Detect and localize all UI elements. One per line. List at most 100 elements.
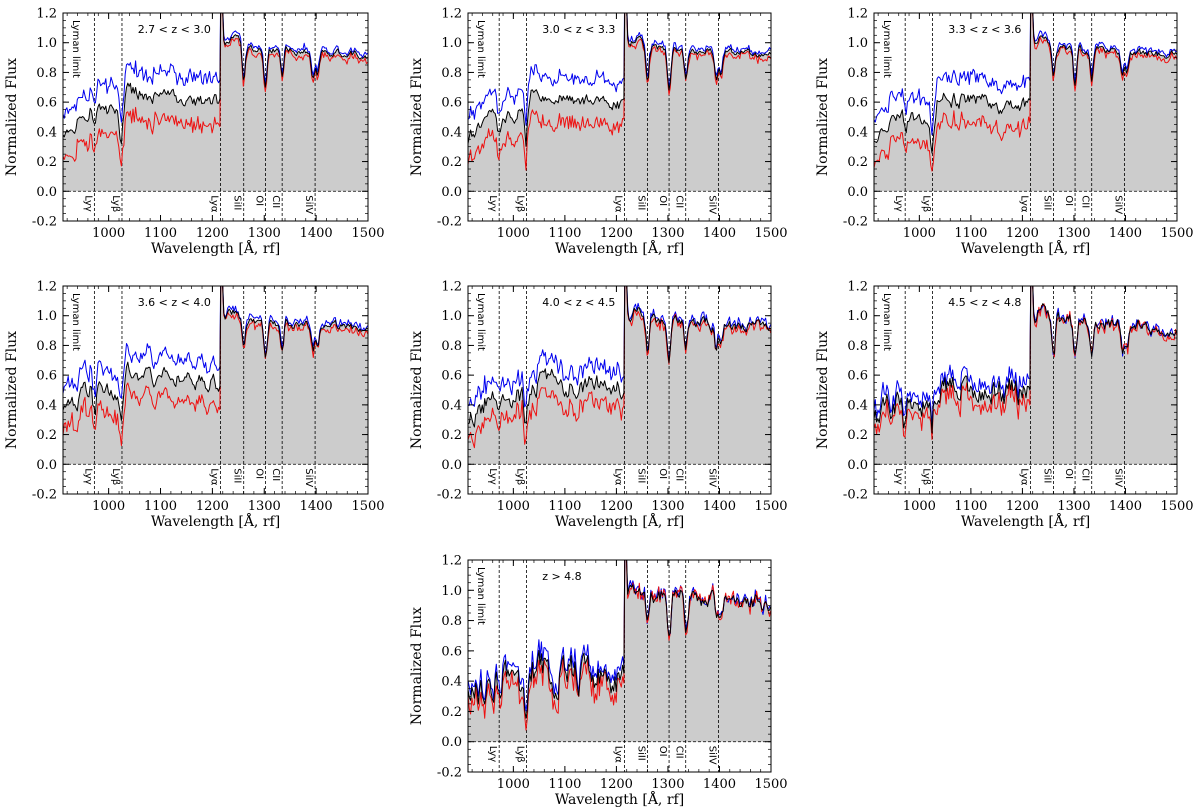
y-tick-label: 0.4 bbox=[441, 125, 462, 140]
y-tick-label: 0.8 bbox=[441, 339, 462, 354]
y-tick-label: 0.0 bbox=[441, 735, 462, 750]
y-tick-label: 0.2 bbox=[441, 428, 462, 443]
y-tick-label: 0.6 bbox=[441, 369, 462, 384]
reference-line-label: SiIV bbox=[303, 195, 314, 214]
reference-line-label: Lyman limit bbox=[881, 293, 892, 351]
y-tick-label: -0.2 bbox=[437, 766, 462, 781]
reference-line-label: SiIV bbox=[706, 746, 717, 765]
x-tick-label: 1200 bbox=[600, 499, 633, 514]
reference-line-label: OI bbox=[657, 468, 668, 479]
series-median-line bbox=[874, 13, 1177, 154]
y-axis-title: Normalized Flux bbox=[409, 331, 425, 449]
y-tick-label: 0.8 bbox=[441, 614, 462, 629]
y-tick-label: -0.2 bbox=[437, 215, 462, 230]
reference-line-label: Lyβ bbox=[515, 195, 526, 212]
y-axis-title: Normalized Flux bbox=[815, 58, 831, 176]
y-tick-label: 0.2 bbox=[847, 155, 868, 170]
x-tick-label: 1400 bbox=[300, 499, 333, 514]
reference-line-label: Lyγ bbox=[487, 195, 498, 212]
y-tick-label: 0.0 bbox=[36, 185, 57, 200]
x-tick-label: 1000 bbox=[497, 499, 530, 514]
x-tick-label: 1000 bbox=[497, 226, 530, 241]
y-tick-label: 0.4 bbox=[847, 125, 868, 140]
x-tick-label: 1100 bbox=[548, 777, 581, 792]
y-tick-label: 0.8 bbox=[441, 66, 462, 81]
reference-line-label: Lyβ bbox=[921, 468, 932, 485]
y-tick-label: -0.2 bbox=[32, 215, 57, 230]
x-tick-label: 1200 bbox=[196, 226, 229, 241]
series-upper-line bbox=[468, 286, 771, 408]
reference-line-label: Lyman limit bbox=[70, 20, 81, 78]
y-tick-label: 0.8 bbox=[36, 339, 57, 354]
x-axis-title: Wavelength [Å, rf] bbox=[555, 512, 684, 530]
reference-line-label: Lyβ bbox=[515, 468, 526, 485]
reference-line-label: Lyα bbox=[209, 195, 220, 213]
series-upper-line bbox=[468, 560, 771, 712]
series-lower-line bbox=[874, 13, 1177, 172]
series-lower-line bbox=[468, 560, 771, 731]
x-axis-title: Wavelength [Å, rf] bbox=[961, 512, 1090, 530]
series-upper-line bbox=[63, 13, 368, 123]
panel-2: 1000 1100 1200 1300 1400 1500 -0.2 0.0 0.2 0.4 0.6… bbox=[409, 7, 788, 258]
reference-line-label: CII bbox=[1080, 468, 1091, 481]
x-tick-label: 1100 bbox=[954, 226, 987, 241]
y-tick-label: 0.0 bbox=[847, 185, 868, 200]
y-tick-label: 0.2 bbox=[847, 428, 868, 443]
x-tick-label: 1500 bbox=[754, 499, 787, 514]
panel-label: z > 4.8 bbox=[542, 570, 581, 583]
x-tick-label: 1200 bbox=[1006, 499, 1039, 514]
series-median-line bbox=[874, 286, 1177, 434]
panel-label: 4.0 < z < 4.5 bbox=[542, 296, 615, 309]
y-tick-label: 1.0 bbox=[441, 36, 462, 51]
reference-line-label: SiIV bbox=[1112, 468, 1123, 487]
panel-3: 1000 1100 1200 1300 1400 1500 -0.2 0.0 0.2 0.4 0.6… bbox=[815, 7, 1194, 258]
reference-line-label: SiII bbox=[1042, 468, 1053, 483]
reference-line-label: Lyα bbox=[612, 195, 623, 213]
reference-line-label: Lyα bbox=[612, 468, 623, 486]
x-tick-label: 1500 bbox=[1160, 226, 1193, 241]
series-median-line bbox=[468, 286, 771, 428]
x-axis-title: Wavelength [Å, rf] bbox=[151, 239, 280, 257]
panel-label: 4.5 < z < 4.8 bbox=[948, 296, 1021, 309]
y-tick-label: 1.2 bbox=[441, 554, 462, 569]
y-tick-label: 0.0 bbox=[441, 458, 462, 473]
reference-line-label: CII bbox=[1080, 195, 1091, 208]
panel-4: 1000 1100 1200 1300 1400 1500 -0.2 0.0 0.2 0.4 0.6… bbox=[4, 280, 385, 531]
reference-line-label: SiIV bbox=[706, 468, 717, 487]
panel-5: 1000 1100 1200 1300 1400 1500 -0.2 0.0 0.2 0.4 0.6… bbox=[409, 280, 788, 531]
y-axis-title: Normalized Flux bbox=[4, 58, 20, 176]
reference-line-label: Lyα bbox=[209, 468, 220, 486]
reference-line-label: CII bbox=[270, 195, 281, 208]
x-tick-label: 1300 bbox=[651, 499, 684, 514]
y-tick-label: 0.6 bbox=[36, 369, 57, 384]
series-median-line bbox=[63, 13, 368, 144]
reference-line-label: Lyγ bbox=[893, 468, 904, 485]
x-tick-label: 1300 bbox=[651, 777, 684, 792]
median-fill bbox=[468, 286, 771, 465]
x-tick-label: 1400 bbox=[703, 777, 736, 792]
y-tick-label: 0.0 bbox=[441, 185, 462, 200]
reference-line-label: SiII bbox=[1042, 195, 1053, 210]
reference-line-label: SiII bbox=[636, 746, 647, 761]
reference-line-label: Lyβ bbox=[110, 468, 121, 485]
panel-label: 3.0 < z < 3.3 bbox=[542, 23, 615, 36]
x-tick-label: 1300 bbox=[248, 499, 281, 514]
reference-line-label: Lyγ bbox=[487, 746, 498, 763]
y-tick-label: 1.0 bbox=[847, 36, 868, 51]
y-tick-label: -0.2 bbox=[437, 488, 462, 503]
x-tick-label: 1100 bbox=[144, 499, 177, 514]
reference-line-label: SiIV bbox=[1112, 195, 1123, 214]
panel-7: 1000 1100 1200 1300 1400 1500 -0.2 0.0 0.2 0.4 0.6… bbox=[409, 554, 788, 807]
y-axis-title: Normalized Flux bbox=[815, 331, 831, 449]
reference-line-label: SiII bbox=[636, 195, 647, 210]
reference-line-label: OI bbox=[253, 468, 264, 479]
reference-line-label: Lyβ bbox=[515, 746, 526, 763]
reference-line-label: CII bbox=[674, 195, 685, 208]
x-tick-label: 1300 bbox=[248, 226, 281, 241]
x-tick-label: 1200 bbox=[600, 777, 633, 792]
y-tick-label: 0.2 bbox=[36, 428, 57, 443]
reference-line-label: Lyα bbox=[612, 746, 623, 764]
reference-line-label: Lyγ bbox=[487, 468, 498, 485]
panel-label: 3.6 < z < 4.0 bbox=[138, 296, 211, 309]
x-tick-label: 1000 bbox=[903, 499, 936, 514]
